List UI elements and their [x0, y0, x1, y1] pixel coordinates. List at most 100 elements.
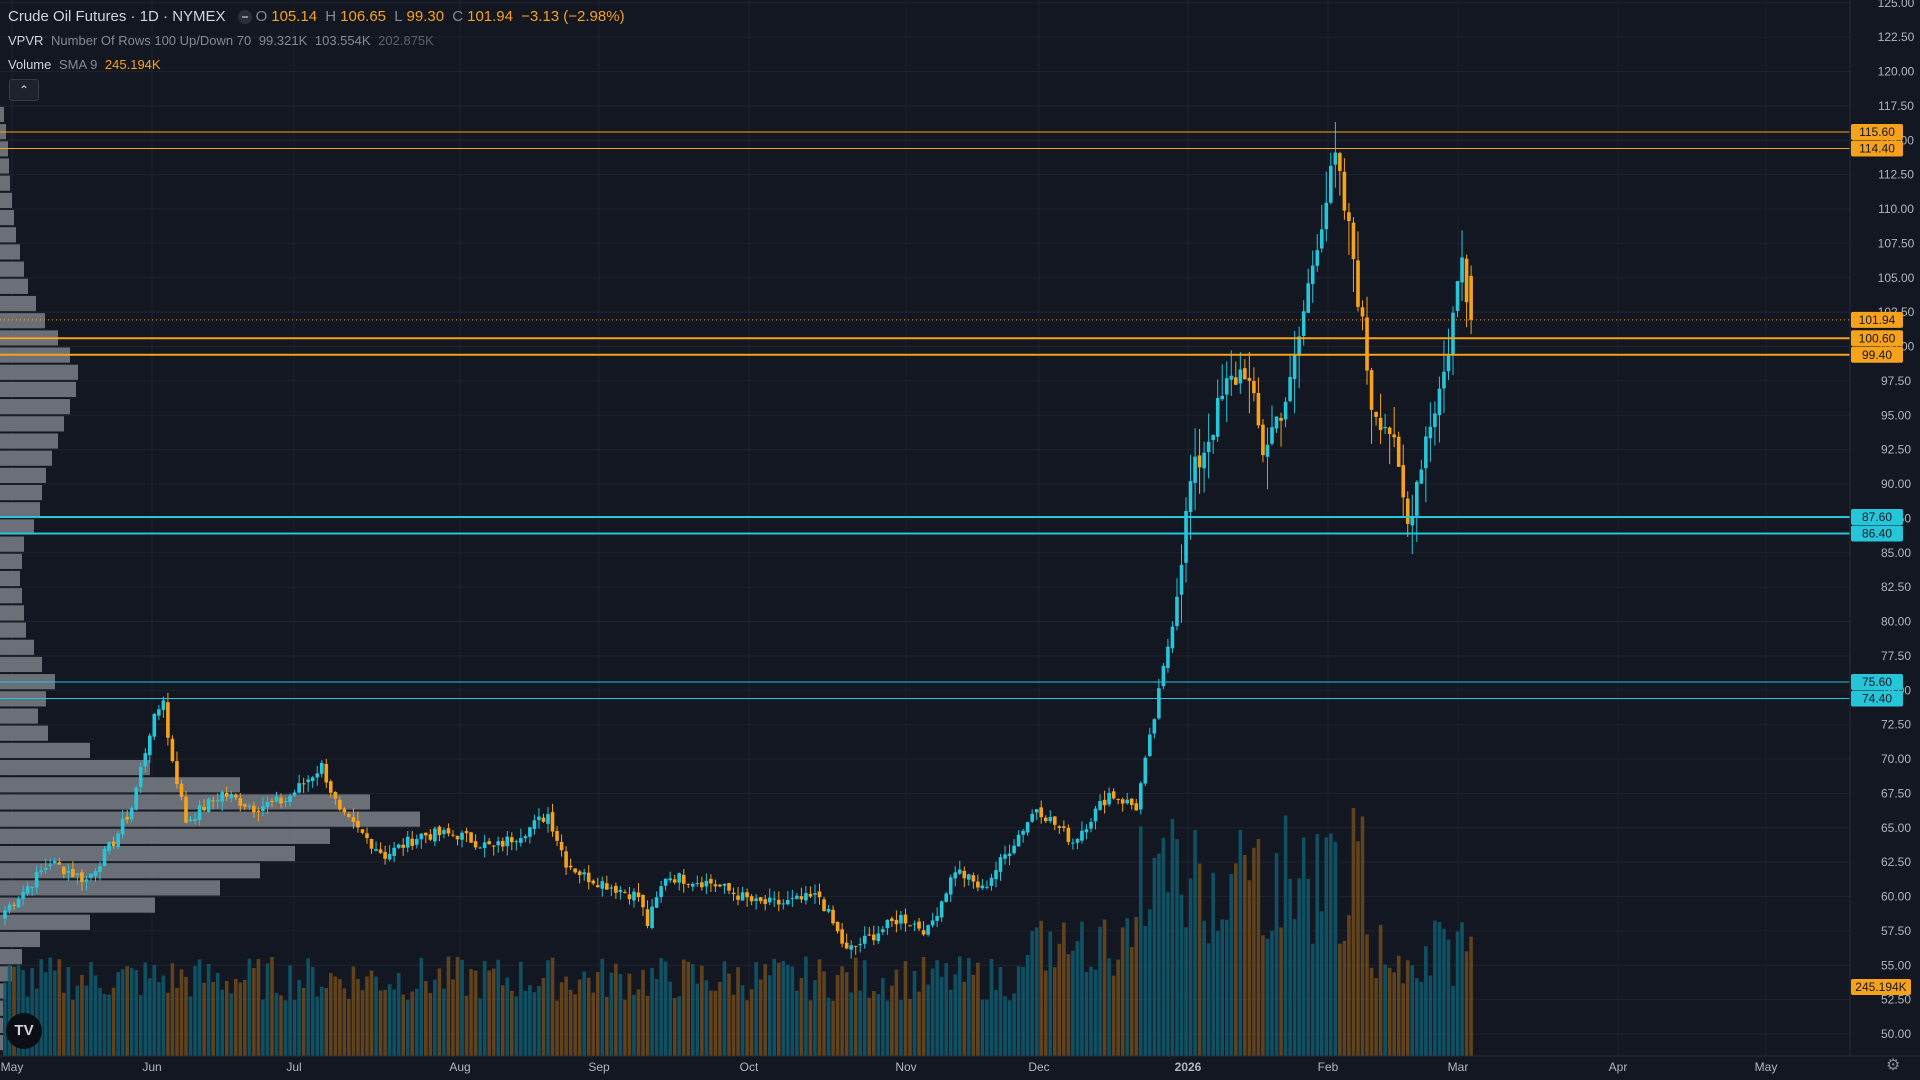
candle-body	[1424, 436, 1428, 469]
volume-bar	[193, 965, 197, 1056]
candle-body	[306, 779, 310, 783]
volume-bar	[1256, 838, 1261, 1056]
candle-body	[998, 857, 1003, 872]
candle-body	[1215, 397, 1220, 437]
candle-body	[586, 872, 591, 883]
time-tick-label: Sep	[588, 1060, 610, 1074]
candle-body	[148, 735, 152, 756]
collapse-legend-button[interactable]: ⌃	[9, 79, 39, 101]
vpvr-name: VPVR	[8, 33, 44, 48]
candle-body	[645, 909, 650, 927]
candle-body	[663, 878, 668, 886]
candle-body	[1120, 799, 1125, 804]
price-tick-label: 117.50	[1878, 99, 1914, 113]
volume-bar	[731, 994, 736, 1056]
candle-body	[772, 898, 777, 900]
candle-body	[482, 842, 487, 848]
volume-bar	[695, 983, 700, 1056]
volume-bar	[166, 992, 170, 1056]
volume-bar	[414, 988, 419, 1056]
volume-bar	[917, 991, 921, 1056]
volume-bar	[374, 976, 378, 1056]
candle-body	[1387, 427, 1392, 435]
candle-body	[967, 874, 971, 880]
candle-body	[564, 851, 568, 868]
candle-body	[1075, 838, 1080, 843]
volume-legend[interactable]: Volume SMA 9 245.194K	[8, 57, 165, 72]
candle-body	[274, 796, 279, 802]
volume-bar	[1012, 993, 1016, 1056]
volume-bar	[736, 967, 740, 1056]
volume-bar	[120, 969, 125, 1056]
volume-bar	[301, 987, 306, 1056]
volume-bar	[333, 976, 338, 1056]
volume-bar	[1238, 829, 1243, 1056]
volume-bar	[881, 978, 885, 1056]
candle-body	[369, 838, 374, 849]
volume-bar	[48, 957, 53, 1056]
candle-body	[1197, 455, 1202, 468]
price-tick-label: 105.00	[1878, 271, 1915, 285]
candle-body	[763, 899, 767, 904]
volume-bar	[767, 975, 772, 1056]
volume-bar	[1224, 919, 1229, 1056]
candle-body	[71, 869, 75, 877]
volume-profile-row	[0, 553, 22, 569]
volume-bar	[1120, 927, 1125, 1056]
candle-body	[1365, 317, 1369, 371]
candle-body	[52, 860, 57, 864]
candle-body	[21, 891, 25, 899]
volume-bar	[1152, 857, 1157, 1056]
hide-icon[interactable]	[237, 10, 252, 25]
volume-bar	[1437, 921, 1442, 1056]
tradingview-logo[interactable]: TV	[6, 1013, 42, 1049]
volume-bar	[636, 989, 641, 1056]
candle-body	[672, 879, 677, 883]
volume-bar	[546, 960, 550, 1056]
candle-body	[1265, 444, 1270, 457]
volume-bar	[184, 976, 188, 1056]
candle-body	[523, 836, 528, 839]
volume-bar	[243, 979, 247, 1056]
gear-icon[interactable]: ⚙	[1886, 1057, 1901, 1074]
volume-profile-row	[0, 519, 34, 535]
price-line-label-bg	[1851, 346, 1903, 363]
candle-body	[700, 882, 704, 888]
volume-bar	[618, 973, 623, 1056]
price-tick-label: 112.50	[1878, 168, 1914, 182]
candle-body	[1383, 427, 1387, 429]
candle-body	[1211, 435, 1215, 441]
candle-body	[111, 841, 116, 847]
price-tick-label: 95.00	[1881, 408, 1911, 422]
candle-body	[238, 798, 243, 806]
open-value: 105.14	[271, 8, 318, 25]
vpvr-legend[interactable]: VPVR Number Of Rows 100 Up/Down 70 99.32…	[8, 33, 438, 48]
candle-body	[1025, 822, 1030, 833]
price-tick-label: 52.50	[1881, 993, 1911, 1007]
volume-bar	[1157, 853, 1161, 1056]
volume-profile-row	[0, 725, 48, 741]
price-tick-label: 85.00	[1881, 546, 1911, 560]
volume-bar	[419, 957, 424, 1056]
candle-body	[138, 767, 143, 787]
candle-body	[582, 872, 586, 875]
volume-profile-row	[0, 811, 420, 827]
symbol-title[interactable]: Crude Oil Futures · 1D · NYMEX	[8, 8, 226, 25]
price-line-label: 75.60	[1862, 675, 1892, 689]
candle-body	[957, 869, 962, 874]
candle-body	[623, 891, 627, 893]
volume-profile-row	[0, 450, 52, 466]
price-line-label: 115.60	[1859, 125, 1895, 139]
time-axis[interactable]: May Jun Jul Aug Sep Oct Nov Dec 2026 Feb Mar Apr May	[0, 1055, 1920, 1080]
candle-body	[926, 925, 930, 935]
price-tick-label: 55.00	[1881, 958, 1911, 972]
candle-body	[808, 893, 813, 897]
volume-bar	[1143, 925, 1148, 1056]
volume-bar	[867, 997, 872, 1056]
volume-bar	[491, 968, 496, 1056]
candle-body	[754, 898, 758, 901]
candle-body	[686, 883, 691, 885]
volume-bar	[1111, 975, 1116, 1056]
price-axis[interactable]: 125.00122.50120.00117.50115.00112.50110.…	[1849, 0, 1920, 1080]
